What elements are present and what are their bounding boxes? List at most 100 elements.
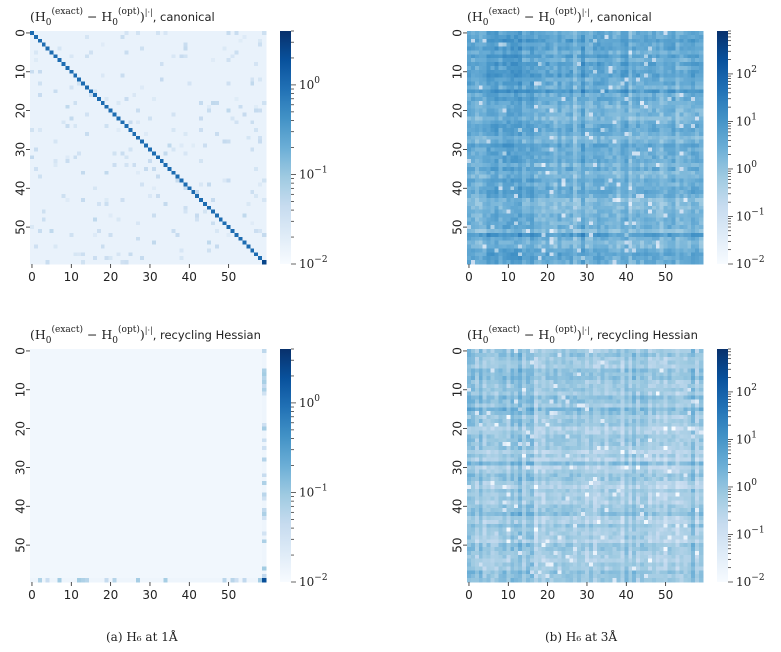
heatmap-cell (191, 209, 196, 214)
heatmap-cell (57, 62, 62, 67)
heatmap-cell (155, 65, 161, 71)
heatmap-cell (155, 108, 161, 113)
heatmap-cell (230, 151, 235, 156)
heatmap-cell (112, 42, 117, 47)
heatmap-cell (222, 120, 228, 125)
heatmap-cell (108, 197, 113, 203)
heatmap-cell (85, 186, 90, 191)
heatmap-cell (41, 197, 47, 203)
heatmap-cell (675, 46, 680, 51)
heatmap-cell (588, 58, 594, 63)
heatmap-cell (151, 186, 157, 191)
heatmap-cell (81, 209, 86, 214)
heatmap-cell (69, 97, 74, 102)
heatmap-cell (81, 93, 86, 98)
heatmap-cell (246, 120, 251, 125)
heatmap-cell (557, 34, 562, 40)
heatmap-cell (222, 240, 228, 245)
heatmap-cell (522, 81, 527, 86)
heatmap-cell (490, 46, 495, 51)
heatmap-cell (258, 229, 263, 234)
heatmap-cell (210, 209, 216, 214)
heatmap-cell (663, 42, 668, 47)
heatmap-cell (100, 186, 106, 191)
heatmap-cell (651, 108, 657, 113)
heatmap-cell (203, 240, 208, 245)
heatmap-cell (636, 31, 641, 36)
heatmap-cell (494, 85, 499, 90)
heatmap-cell (592, 46, 598, 51)
heatmap-cell (230, 116, 235, 121)
heatmap-cell (116, 182, 121, 187)
heatmap-cell (218, 205, 224, 210)
heatmap-cell (226, 147, 231, 152)
heatmap-cell (37, 166, 43, 172)
heatmap-cell (175, 221, 180, 226)
heatmap-cell (49, 260, 54, 265)
heatmap-cell (171, 213, 176, 218)
heatmap-cell (254, 42, 259, 47)
heatmap-cell (203, 81, 208, 86)
heatmap-cell (104, 34, 110, 40)
heatmap-cell (171, 197, 176, 203)
heatmap-cell (33, 42, 39, 47)
heatmap-cell (203, 236, 208, 242)
heatmap-cell (159, 139, 165, 144)
heatmap-cell (53, 120, 58, 125)
heatmap-cell (585, 104, 590, 110)
heatmap-cell (218, 128, 224, 133)
heatmap-cell (203, 213, 208, 218)
heatmap-cell (104, 252, 110, 257)
heatmap-cell (69, 248, 74, 253)
heatmap-cell (136, 225, 141, 230)
heatmap-cell (549, 81, 554, 86)
heatmap-cell (533, 104, 539, 110)
heatmap-cell (132, 248, 137, 253)
heatmap-cell (53, 46, 58, 51)
heatmap-cell (108, 174, 113, 179)
heatmap-cell (45, 197, 51, 203)
heatmap-cell (234, 100, 239, 106)
heatmap-cell (675, 38, 680, 43)
heatmap-cell (588, 42, 594, 47)
heatmap-cell (167, 232, 172, 238)
heatmap-cell (89, 81, 94, 86)
heatmap-cell (140, 236, 145, 242)
heatmap-cell (104, 244, 110, 249)
heatmap-cell (85, 124, 90, 129)
heatmap-cell (604, 108, 609, 113)
heatmap-cell (104, 97, 110, 102)
heatmap-cell (557, 69, 562, 75)
heatmap-cell (124, 77, 129, 82)
heatmap-cell (116, 170, 121, 176)
heatmap-cell (136, 34, 141, 40)
heatmap-cell (596, 108, 602, 113)
heatmap-cell (92, 236, 98, 242)
heatmap-cell (77, 209, 82, 214)
heatmap-cell (577, 77, 582, 82)
heatmap-cell (246, 170, 251, 176)
heatmap-cell (203, 256, 208, 261)
heatmap-cell (30, 31, 35, 36)
heatmap-cell (37, 232, 43, 238)
heatmap-cell (112, 112, 117, 117)
heatmap-cell (573, 69, 578, 75)
heatmap-cell (120, 131, 125, 137)
heatmap-cell (640, 81, 645, 86)
heatmap-cell (258, 213, 263, 218)
heatmap-cell (230, 89, 235, 94)
heatmap-cell (171, 174, 176, 179)
heatmap-cell (210, 31, 216, 36)
heatmap-cell (179, 128, 184, 133)
heatmap-cell (45, 213, 51, 218)
heatmap-cell (41, 77, 47, 82)
heatmap-cell (632, 46, 637, 51)
heatmap-cell (230, 240, 235, 245)
heatmap-cell (604, 38, 609, 43)
heatmap-cell (33, 81, 39, 86)
heatmap-cell (683, 85, 688, 90)
heatmap-cell (553, 81, 558, 86)
heatmap-cell (45, 252, 51, 257)
heatmap-cell (45, 100, 51, 106)
heatmap-cell (620, 38, 625, 43)
